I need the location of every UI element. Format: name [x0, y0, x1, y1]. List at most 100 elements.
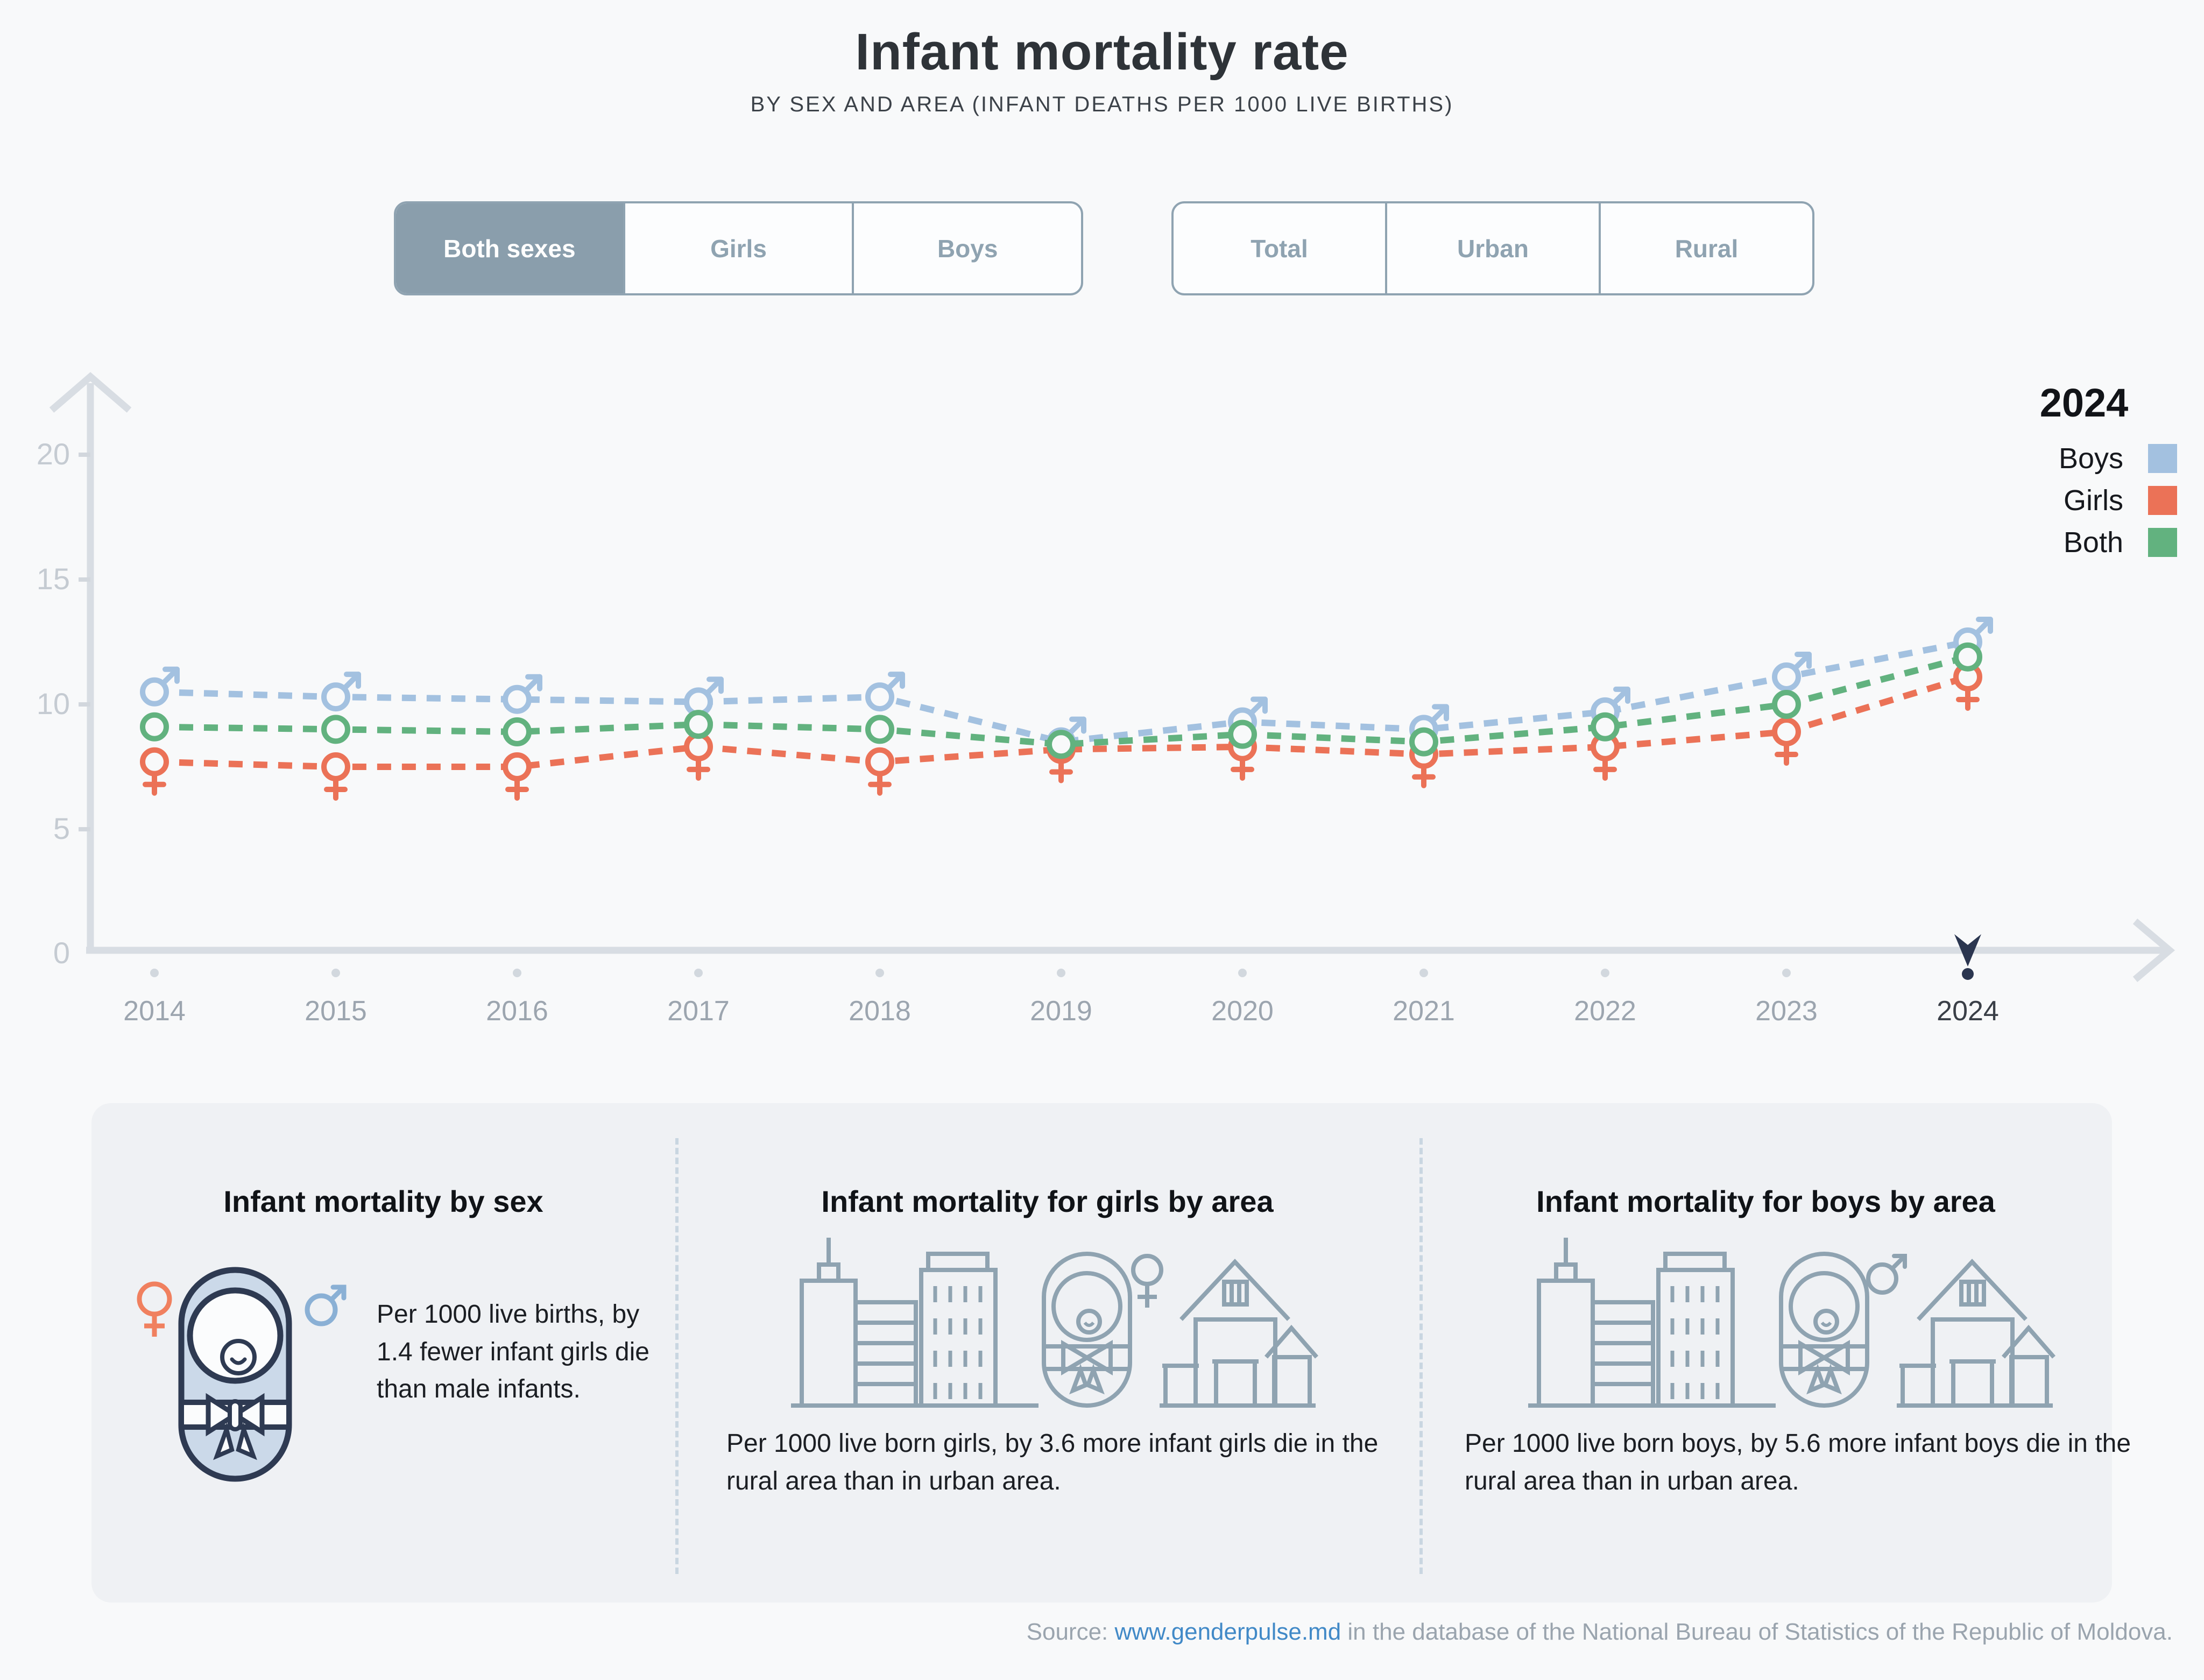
source-line: Source: www.genderpulse.md in the databa… — [0, 1619, 2204, 1646]
legend: 2024 Boys Girls Both — [1991, 380, 2177, 559]
filter-total-button[interactable]: Total — [1174, 203, 1387, 293]
point-boys-2023[interactable] — [1772, 651, 1812, 691]
legend-label-both: Both — [2063, 526, 2123, 559]
card-body-by-sex: Per 1000 live births, by 1.4 fewer infan… — [377, 1300, 649, 1404]
x-tick-dot-2020 — [1238, 969, 1247, 977]
point-girls-2015[interactable] — [321, 752, 350, 801]
legend-swatch-girls-icon — [2148, 486, 2177, 515]
x-axis-arrow-icon — [2132, 919, 2175, 982]
x-tick-dot-2023 — [1782, 969, 1791, 977]
female-symbol-icon — [1131, 1254, 1163, 1308]
x-tick-dot-2016 — [513, 969, 521, 977]
x-tick-dot-2018 — [875, 969, 884, 977]
x-axis-label-2021: 2021 — [1393, 996, 1455, 1027]
rural-house-icon — [1160, 1259, 1318, 1408]
filter-girls-button[interactable]: Girls — [625, 203, 854, 293]
legend-swatch-boys-icon — [2148, 444, 2177, 473]
point-both-2024[interactable] — [1953, 642, 1982, 672]
page-subtitle: BY SEX AND AREA (INFANT DEATHS PER 1000 … — [750, 93, 1454, 116]
point-both-2018[interactable] — [865, 715, 894, 744]
boys-urban-rural-icon — [1528, 1238, 2055, 1408]
insights-panel — [91, 1103, 2112, 1603]
city-buildings-icon — [1528, 1238, 1776, 1408]
point-boys-2015[interactable] — [321, 672, 361, 712]
point-girls-2023[interactable] — [1772, 717, 1801, 766]
point-both-2021[interactable] — [1409, 727, 1438, 757]
point-girls-2017[interactable] — [684, 732, 713, 781]
y-axis-label-0: 0 — [53, 936, 70, 970]
filter-urban-button[interactable]: Urban — [1387, 203, 1601, 293]
point-both-2023[interactable] — [1772, 690, 1801, 719]
x-tick-dot-2021 — [1419, 969, 1428, 977]
y-axis-label-15: 15 — [37, 562, 70, 596]
x-axis-label-2024: 2024 — [1937, 996, 1999, 1027]
point-girls-2024[interactable] — [1953, 662, 1982, 711]
year-cursor-arrow-icon[interactable] — [1954, 934, 1981, 966]
source-link[interactable]: www.genderpulse.md — [1114, 1619, 1341, 1645]
x-axis-label-2023: 2023 — [1755, 996, 1818, 1027]
year-cursor-dot[interactable] — [1962, 968, 1974, 980]
point-both-2015[interactable] — [321, 715, 350, 744]
y-axis-label-20: 20 — [37, 437, 70, 471]
swaddled-baby-icon — [178, 1267, 292, 1482]
x-axis-labels: 2014 2015 2016 2017 2018 2019 2020 2021 2022 2023… — [123, 969, 1999, 1027]
point-both-2020[interactable] — [1228, 719, 1257, 749]
point-boys-2017[interactable] — [684, 676, 724, 717]
series-line-both — [154, 654, 1969, 748]
legend-row-both: Both — [1991, 526, 2177, 559]
filter-boys-button[interactable]: Boys — [854, 203, 1081, 293]
point-girls-2018[interactable] — [865, 747, 894, 796]
y-axis-label-10: 10 — [37, 687, 70, 721]
baby-by-sex-icon — [137, 1267, 347, 1482]
point-boys-2018[interactable] — [865, 672, 905, 712]
point-boys-2016[interactable] — [503, 674, 542, 714]
card-body-boys-area: Per 1000 live born boys, by 5.6 more inf… — [1465, 1429, 2131, 1495]
card-title-by-sex: Infant mortality by sex — [223, 1184, 543, 1218]
legend-label-boys: Boys — [2058, 442, 2123, 475]
source-suffix: in the database of the National Bureau o… — [1341, 1619, 2173, 1645]
baby-outline-icon — [1779, 1252, 1869, 1408]
point-girls-2014[interactable] — [140, 747, 169, 796]
point-both-2014[interactable] — [140, 712, 169, 742]
x-tick-dot-2019 — [1057, 969, 1065, 977]
series-line-girls — [154, 674, 1969, 770]
x-axis-label-2017: 2017 — [667, 996, 730, 1027]
legend-row-boys: Boys — [1991, 442, 2177, 475]
city-buildings-icon — [791, 1238, 1039, 1408]
rural-house-icon — [1897, 1259, 2055, 1408]
sex-filter-group: Both sexes Girls Boys — [394, 201, 1083, 295]
x-axis-label-2016: 2016 — [486, 996, 548, 1027]
card-title-girls-area: Infant mortality for girls by area — [821, 1184, 1274, 1218]
x-tick-dot-2015 — [331, 969, 340, 977]
x-axis-label-2019: 2019 — [1030, 996, 1092, 1027]
panel-divider-2 — [1419, 1138, 1423, 1574]
filter-both-sexes-button[interactable]: Both sexes — [396, 203, 625, 293]
female-symbol-icon — [137, 1281, 172, 1337]
point-both-2022[interactable] — [1591, 712, 1620, 742]
card-title-boys-area: Infant mortality for boys by area — [1536, 1184, 1995, 1218]
x-tick-dot-2017 — [694, 969, 703, 977]
legend-year-title: 2024 — [2039, 380, 2129, 425]
y-axis-ticks: 0 5 10 15 20 — [37, 437, 90, 970]
y-axis-arrow-icon — [49, 372, 132, 413]
x-axis-label-2018: 2018 — [849, 996, 911, 1027]
chart-series[interactable] — [140, 617, 1993, 801]
baby-outline-icon — [1042, 1252, 1132, 1408]
series-line-boys — [154, 639, 1969, 745]
panel-divider-1 — [675, 1138, 679, 1574]
point-both-2016[interactable] — [503, 717, 532, 747]
girls-urban-rural-icon — [791, 1238, 1318, 1408]
point-boys-2014[interactable] — [140, 666, 180, 707]
point-both-2017[interactable] — [684, 710, 713, 739]
legend-label-girls: Girls — [2064, 484, 2123, 517]
legend-swatch-both-icon — [2148, 528, 2177, 557]
year-cursor-2024[interactable] — [1954, 934, 1981, 980]
x-axis-label-2020: 2020 — [1211, 996, 1274, 1027]
male-symbol-icon — [1866, 1254, 1907, 1295]
point-both-2019[interactable] — [1047, 730, 1076, 759]
filter-rural-button[interactable]: Rural — [1601, 203, 1812, 293]
point-girls-2016[interactable] — [503, 752, 532, 801]
point-girls-2022[interactable] — [1591, 732, 1620, 781]
x-tick-dot-2022 — [1601, 969, 1609, 977]
